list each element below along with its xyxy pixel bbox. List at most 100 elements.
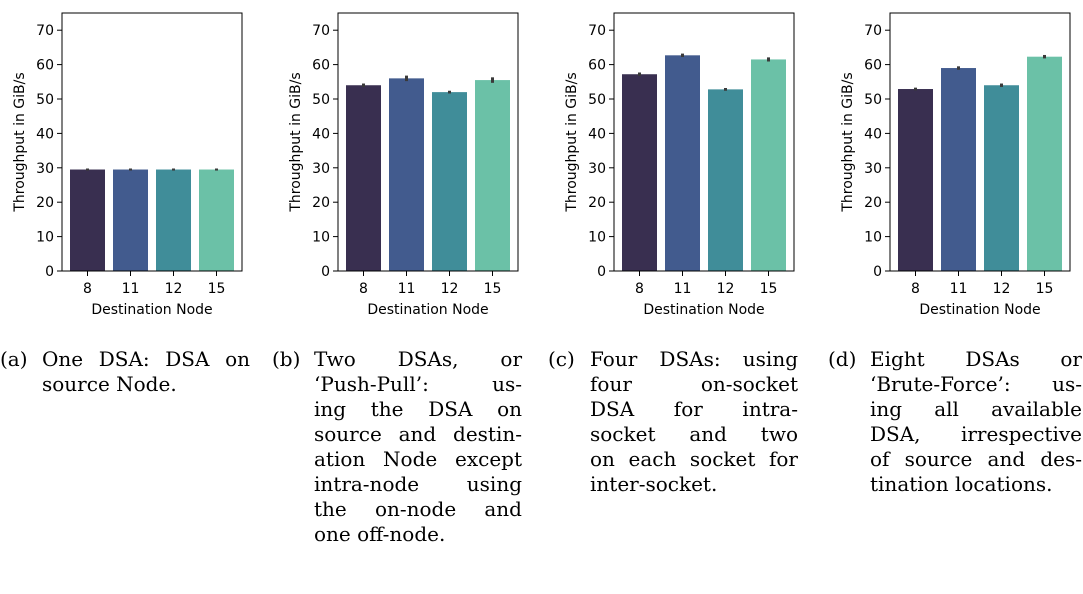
x-tick-label: 12 (717, 281, 735, 297)
caption-line: DSA, irrespective (870, 422, 1082, 446)
caption-line: Two DSAs, or (314, 347, 522, 371)
x-tick-label: 8 (911, 281, 920, 297)
bar-11 (389, 78, 424, 271)
bar-12 (708, 89, 743, 271)
bar-15 (751, 59, 786, 271)
caption-line: ing all available (870, 397, 1082, 421)
x-tick-label: 15 (1036, 281, 1054, 297)
x-tick-label: 12 (165, 281, 183, 297)
y-tick-label: 0 (873, 264, 882, 280)
bar-12 (984, 85, 1019, 272)
caption-line: source and destin- (314, 422, 522, 446)
caption-label: (b) (272, 347, 301, 371)
caption-line: four on-socket (590, 372, 798, 396)
y-tick-label: 60 (36, 58, 54, 74)
x-tick-label: 11 (398, 281, 416, 297)
y-tick-label: 50 (312, 92, 330, 108)
charts-area: 0 10 20 30 40 50 60 70 8 11 12 15 Destination Node Th… (12, 12, 1071, 318)
caption-text: Two DSAs, or ‘Push-Pull’: us-ing the DSA … (314, 347, 522, 547)
x-tick-label: 11 (950, 281, 968, 297)
bar-15 (475, 80, 510, 271)
caption-line: one off-node. (314, 522, 446, 546)
x-tick-label: 8 (359, 281, 368, 297)
caption-line: ing the DSA on (314, 397, 522, 421)
caption-line: Four DSAs: using (590, 347, 798, 371)
bar-8 (70, 169, 105, 271)
y-tick-label: 50 (36, 92, 54, 108)
chart-a: 0 10 20 30 40 50 60 70 8 11 12 15 Destination Node Th… (12, 12, 243, 318)
axes-frame (613, 12, 795, 272)
x-tick-label: 12 (441, 281, 459, 297)
y-tick-label: 20 (864, 195, 882, 211)
y-tick-label: 0 (597, 264, 606, 280)
caption-line: socket and two (590, 422, 798, 446)
y-tick-label: 50 (588, 92, 606, 108)
y-tick-label: 40 (312, 126, 330, 142)
y-tick-label: 40 (588, 126, 606, 142)
x-axis-label: Destination Node (919, 302, 1040, 318)
y-tick-label: 50 (864, 92, 882, 108)
y-tick-label: 20 (312, 195, 330, 211)
caption-line: tination locations. (870, 472, 1053, 496)
bar-12 (156, 169, 191, 271)
y-tick-label: 20 (36, 195, 54, 211)
y-tick-label: 70 (312, 23, 330, 39)
bar-15 (199, 169, 234, 271)
axes-frame (337, 12, 519, 272)
y-axis-label: Throughput in GiB/s (564, 72, 580, 212)
x-tick-label: 8 (635, 281, 644, 297)
x-tick-label: 15 (760, 281, 778, 297)
y-tick-label: 0 (321, 264, 330, 280)
caption-line: the on-node and (314, 497, 522, 521)
y-tick-label: 30 (588, 161, 606, 177)
bar-11 (941, 68, 976, 271)
caption-line: ‘Push-Pull’: us- (314, 372, 522, 396)
y-axis-label: Throughput in GiB/s (12, 72, 28, 212)
x-tick-label: 8 (83, 281, 92, 297)
x-tick-label: 15 (208, 281, 226, 297)
x-axis-label: Destination Node (91, 302, 212, 318)
y-tick-label: 10 (312, 230, 330, 246)
caption-line: One DSA: DSA on (42, 347, 250, 371)
y-tick-label: 40 (864, 126, 882, 142)
caption-line: ‘Brute-Force’: us- (870, 372, 1082, 396)
caption-line: of source and des- (870, 447, 1082, 471)
caption-text: One DSA: DSA on source Node. (42, 347, 250, 397)
caption-label: (a) (0, 347, 28, 371)
caption-text: Four DSAs: using four on-socket DSA for in… (590, 347, 798, 497)
caption-line: ation Node except (314, 447, 522, 471)
y-tick-label: 0 (45, 264, 54, 280)
bar-11 (665, 55, 700, 272)
y-tick-label: 10 (864, 230, 882, 246)
x-tick-label: 12 (993, 281, 1011, 297)
x-axis-label: Destination Node (643, 302, 764, 318)
bar-8 (898, 89, 933, 271)
y-tick-label: 70 (864, 23, 882, 39)
caption-label: (c) (548, 347, 575, 371)
caption-line: inter-socket. (590, 472, 718, 496)
x-tick-label: 15 (484, 281, 502, 297)
axes-frame (61, 12, 243, 272)
y-tick-label: 60 (312, 58, 330, 74)
caption-line: on each socket for (590, 447, 798, 471)
chart-b: 0 10 20 30 40 50 60 70 8 11 12 15 Destination Node Th… (288, 12, 519, 318)
y-tick-label: 30 (36, 161, 54, 177)
y-tick-label: 10 (36, 230, 54, 246)
y-tick-label: 40 (36, 126, 54, 142)
x-axis-label: Destination Node (367, 302, 488, 318)
caption-line: source Node. (42, 372, 177, 396)
caption-text: Eight DSAs or ‘Brute-Force’: us-ing all a… (870, 347, 1082, 497)
bar-8 (622, 74, 657, 272)
caption-line: intra-node using (314, 472, 522, 496)
y-tick-label: 30 (312, 161, 330, 177)
x-tick-label: 11 (122, 281, 140, 297)
y-tick-label: 10 (588, 230, 606, 246)
caption-line: DSA for intra- (590, 397, 798, 421)
x-tick-label: 11 (674, 281, 692, 297)
chart-d: 0 10 20 30 40 50 60 70 8 11 12 15 Destination Node Th… (840, 12, 1071, 318)
y-axis-label: Throughput in GiB/s (840, 72, 856, 212)
bar-8 (346, 85, 381, 272)
y-tick-label: 70 (588, 23, 606, 39)
y-tick-label: 30 (864, 161, 882, 177)
bar-11 (113, 169, 148, 271)
